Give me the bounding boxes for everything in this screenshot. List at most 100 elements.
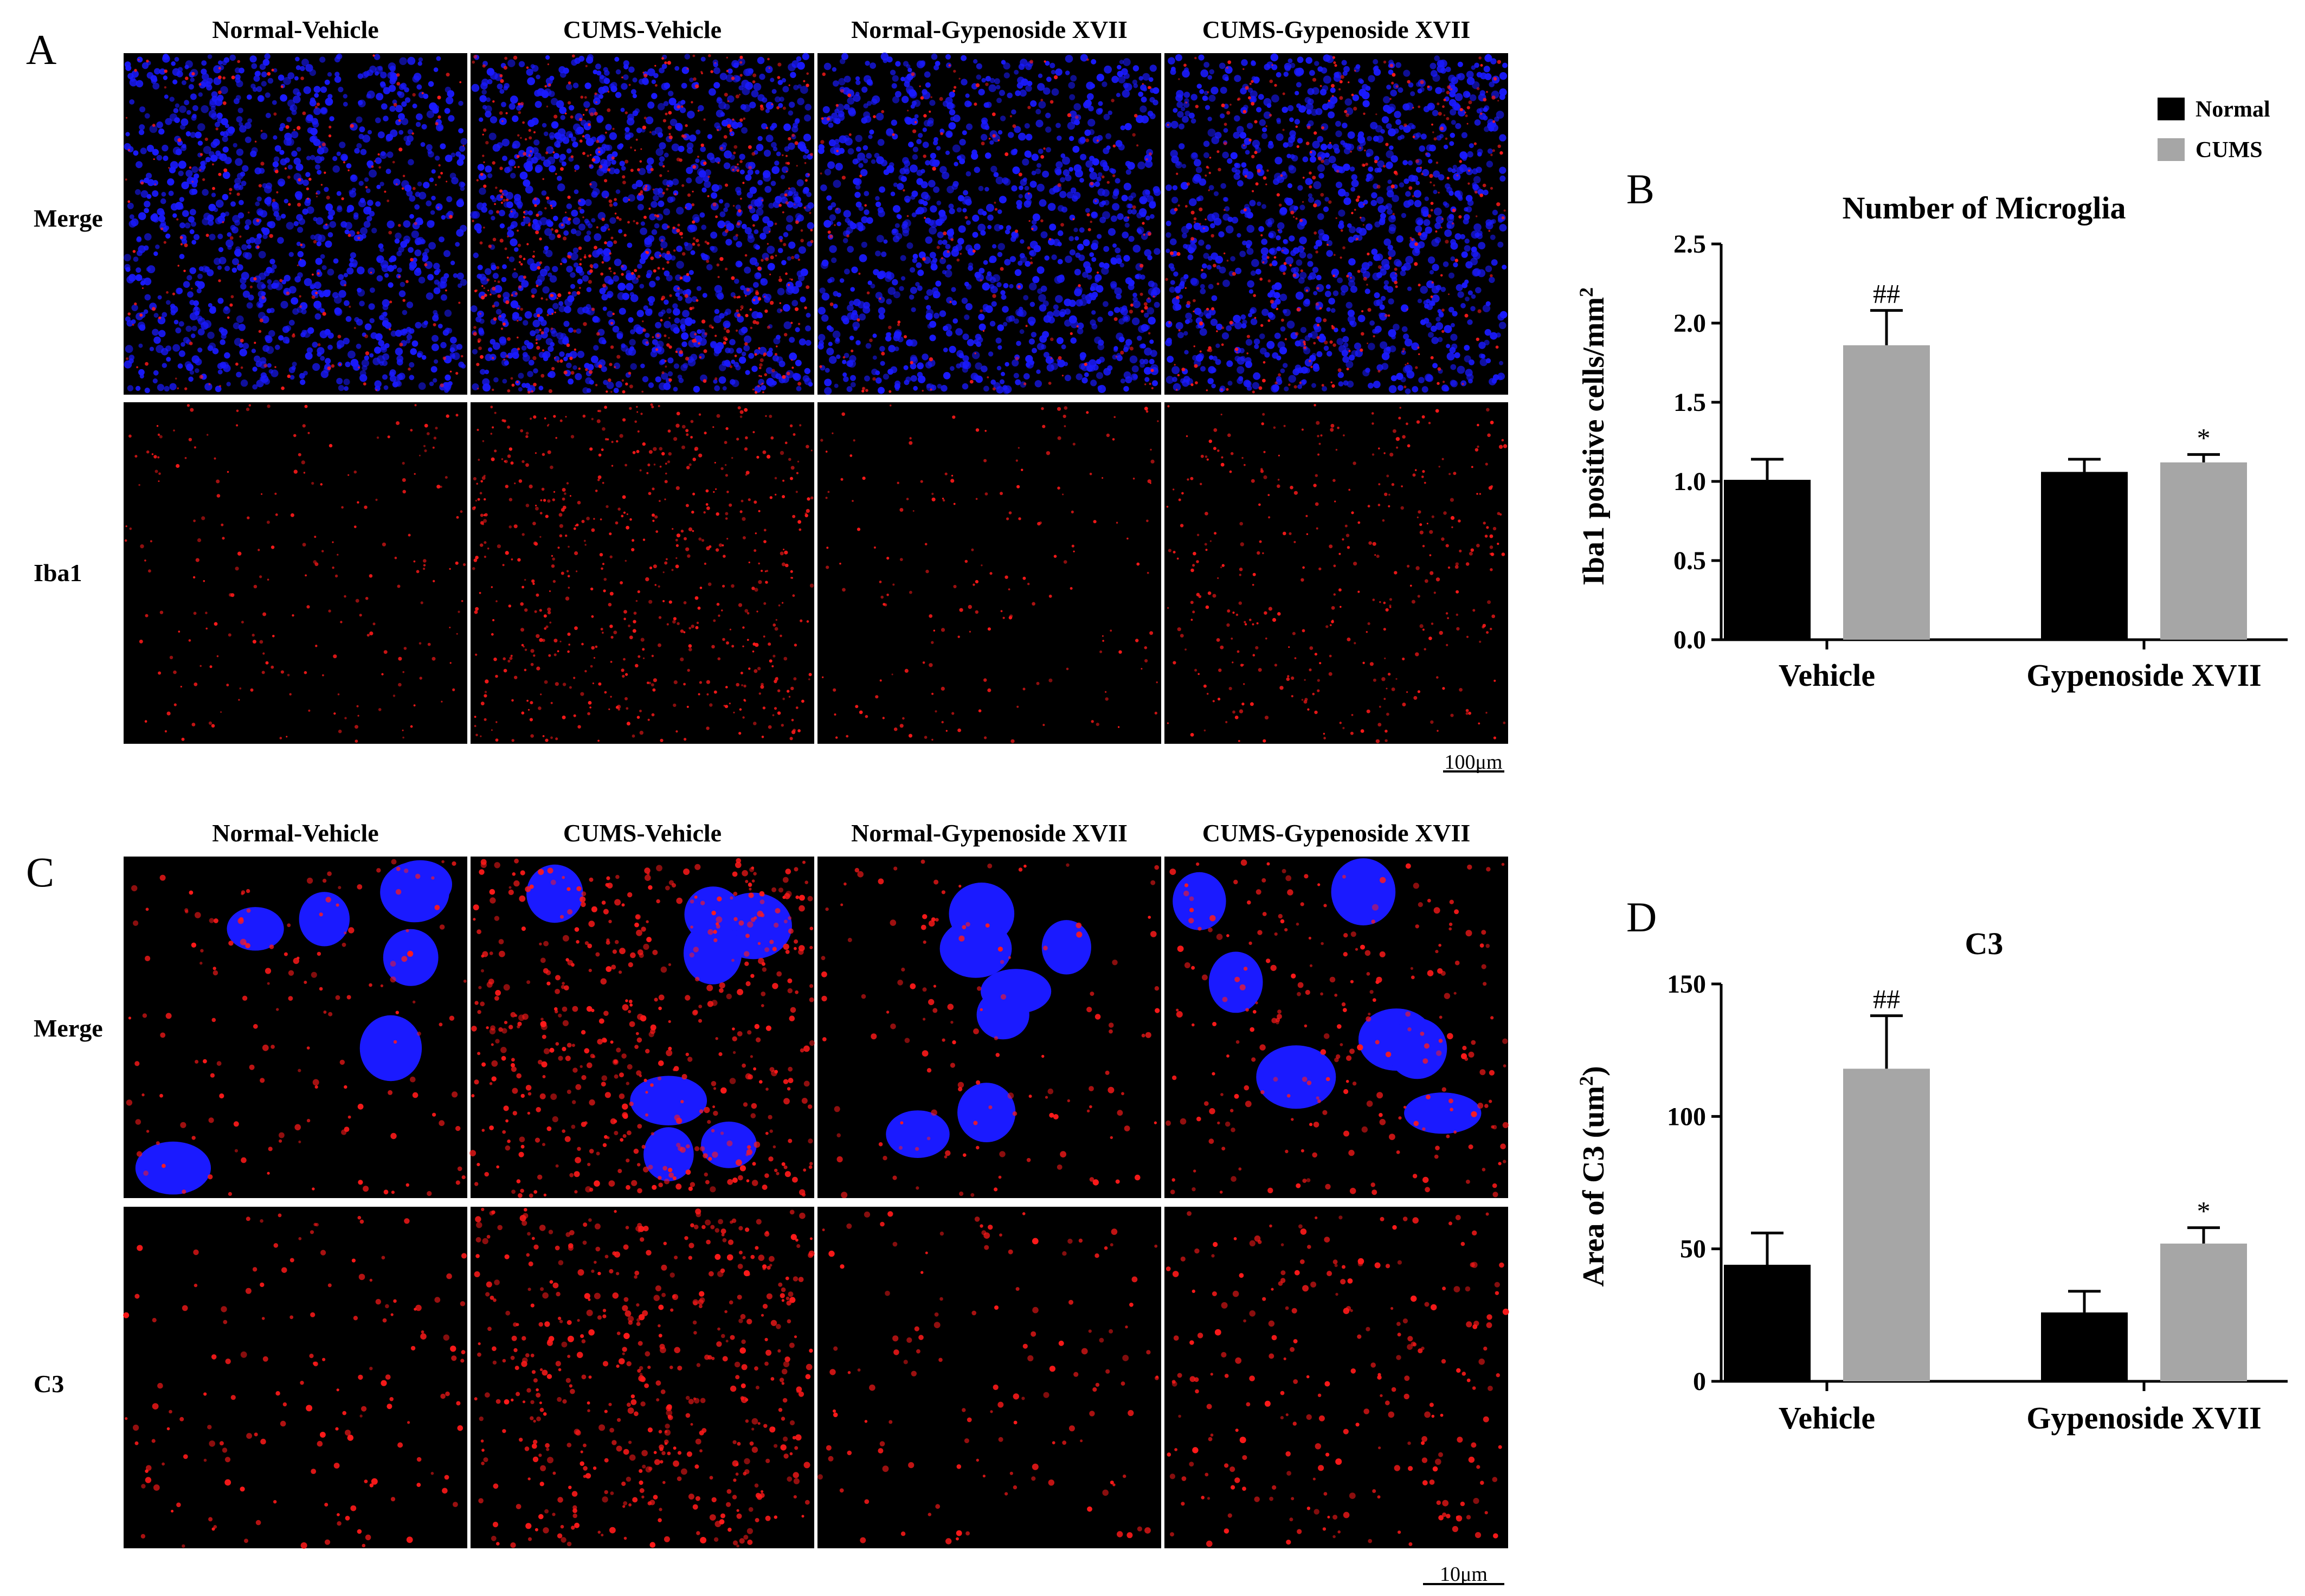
nucleus-dot [1472, 81, 1480, 89]
marker-dot [320, 184, 323, 186]
nucleus-dot [445, 385, 451, 391]
nucleus-dot [1389, 145, 1394, 150]
nucleus-dot [1457, 365, 1465, 374]
nucleus-dot [550, 98, 558, 106]
nucleus-dot [1347, 381, 1354, 388]
nucleus-dot [1026, 361, 1034, 369]
marker-dot [774, 353, 777, 356]
nucleus-dot [272, 161, 279, 168]
marker-dot [513, 268, 516, 271]
marker-dot [1050, 100, 1054, 104]
marker-dot [523, 216, 525, 218]
marker-dot [589, 164, 592, 168]
marker-dot [583, 255, 587, 259]
nucleus-dot [136, 267, 141, 273]
nucleus-dot [449, 347, 455, 353]
nucleus-dot [781, 260, 787, 266]
nucleus-dot [1187, 254, 1194, 261]
nucleus-dot [855, 76, 860, 81]
nucleus-dot [179, 254, 185, 260]
nucleus-dot [1284, 386, 1289, 392]
nucleus-dot [184, 222, 191, 229]
marker-dot [302, 111, 306, 115]
marker-dot [435, 184, 437, 186]
marker-dot [645, 250, 648, 254]
nucleus-dot [433, 67, 439, 72]
nucleus-dot [894, 346, 899, 351]
nucleus-dot [157, 384, 164, 391]
marker-dot [642, 125, 646, 130]
nucleus-dot [384, 321, 392, 329]
marker-dot [218, 91, 222, 94]
nucleus-dot [672, 303, 678, 309]
marker-dot [398, 147, 403, 152]
marker-dot [591, 307, 595, 311]
marker-dot [482, 64, 486, 68]
nucleus-dot [364, 323, 372, 331]
nucleus-dot [250, 150, 257, 157]
marker-dot [544, 85, 547, 88]
nucleus-dot [937, 384, 942, 389]
nucleus-dot [347, 350, 356, 359]
nucleus-dot [559, 351, 565, 357]
nucleus-dot [1096, 108, 1103, 115]
nucleus-dot [248, 294, 254, 301]
nucleus-dot [1147, 307, 1155, 315]
nucleus-dot [566, 148, 572, 154]
nucleus-dot [599, 287, 606, 294]
nucleus-dot [611, 151, 618, 157]
nucleus-dot [972, 351, 980, 359]
nucleus-dot [1288, 164, 1295, 171]
marker-dot [755, 291, 759, 295]
nucleus-dot [1367, 136, 1373, 141]
nucleus-dot [314, 156, 323, 164]
marker-dot [499, 166, 503, 170]
nucleus-dot [218, 247, 224, 253]
marker-dot [500, 195, 504, 198]
nucleus-dot [416, 84, 422, 90]
nucleus-dot [533, 139, 540, 146]
nucleus-dot [455, 151, 461, 157]
marker-dot [544, 207, 547, 210]
nucleus-dot [1388, 298, 1394, 305]
nucleus-dot [1359, 139, 1366, 146]
marker-dot [588, 123, 591, 126]
nucleus-dot [951, 287, 956, 292]
nucleus-dot [956, 350, 964, 358]
marker-dot [1106, 181, 1110, 184]
nucleus-dot [674, 318, 680, 324]
nucleus-dot [699, 353, 705, 360]
nucleus-dot [725, 308, 731, 315]
marker-dot [1040, 219, 1044, 223]
nucleus-dot [896, 233, 903, 240]
nucleus-dot [1003, 283, 1009, 288]
marker-dot [237, 263, 240, 266]
nucleus-dot [1367, 261, 1373, 267]
marker-dot [668, 133, 671, 136]
nucleus-dot [632, 77, 638, 83]
nucleus-dot [838, 78, 846, 86]
nucleus-dot [1054, 167, 1062, 175]
nucleus-dot [904, 379, 910, 385]
nucleus-dot [1141, 115, 1149, 124]
nucleus-dot [627, 118, 635, 126]
marker-dot [555, 229, 559, 233]
marker-dot [665, 365, 667, 368]
nucleus-dot [414, 249, 422, 256]
nucleus-dot [649, 213, 656, 221]
nucleus-dot [1235, 169, 1241, 175]
nucleus-dot [448, 115, 455, 122]
marker-dot [402, 175, 405, 177]
marker-dot [650, 168, 654, 171]
nucleus-dot [564, 306, 571, 313]
marker-dot [714, 377, 718, 381]
marker-dot [528, 222, 531, 225]
nucleus-dot [572, 82, 579, 88]
nucleus-dot [1115, 178, 1121, 184]
nucleus-dot [945, 54, 951, 60]
nucleus-dot [295, 56, 300, 62]
nucleus-dot [456, 229, 464, 237]
nucleus-dot [765, 101, 774, 110]
marker-dot [694, 84, 699, 88]
nucleus-dot [1374, 221, 1381, 228]
